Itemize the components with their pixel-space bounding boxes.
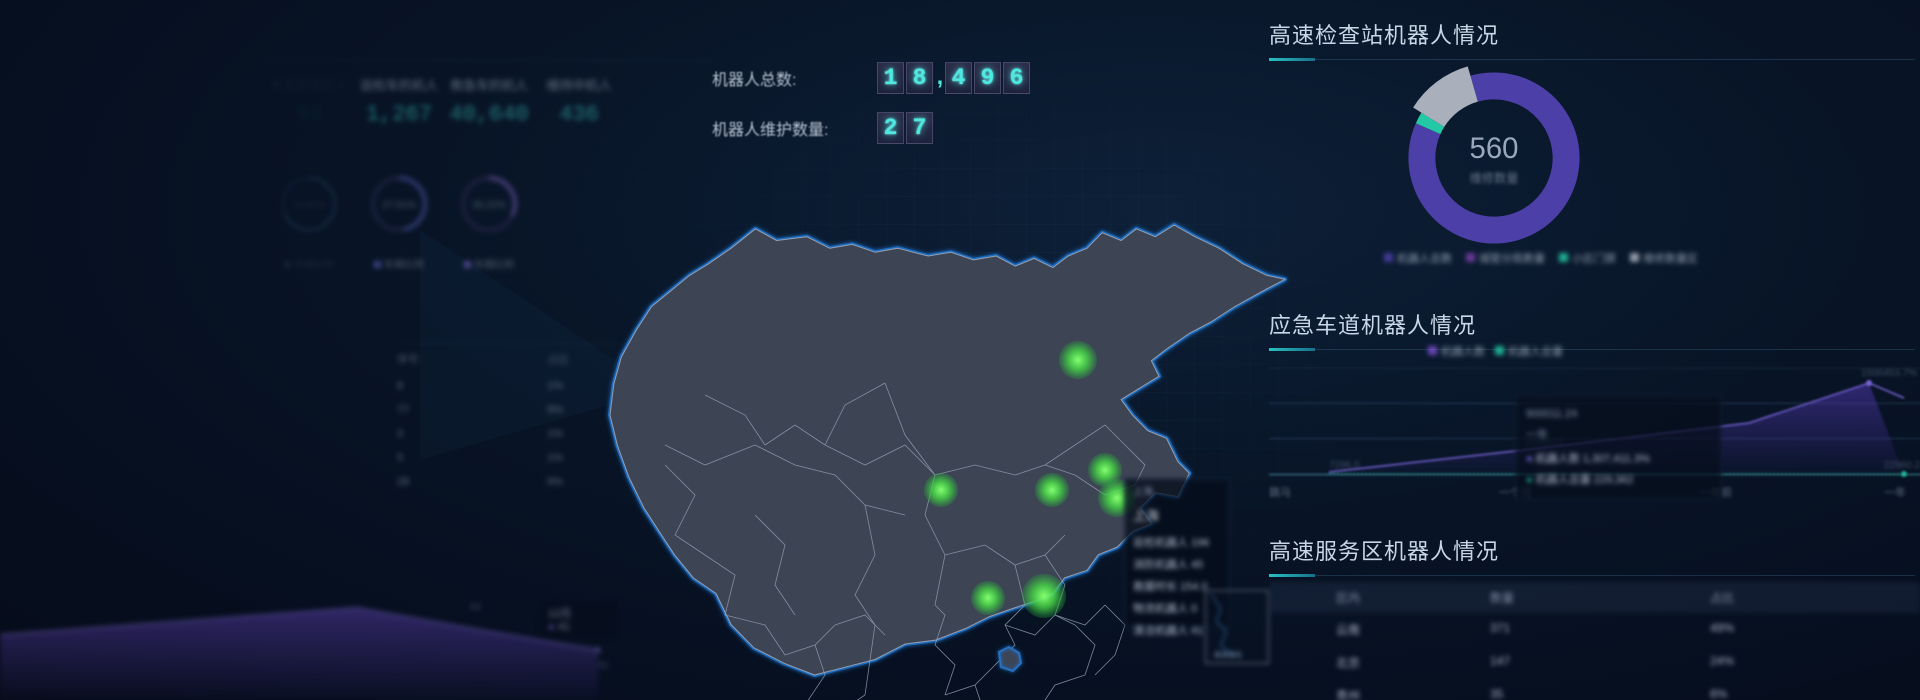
svg-text:一年: 一年 [1884,485,1906,499]
svg-text:南海诸岛: 南海诸岛 [1214,650,1242,659]
svg-text:41: 41 [598,660,610,671]
svg-text:27.51%: 27.51% [382,200,416,211]
svg-text:维修数量: 维修数量 [1470,170,1519,185]
svg-text:7296.0: 7296.0 [1329,460,1360,471]
svg-text:22960.2: 22960.2 [1884,460,1920,471]
svg-text:1500453.7%: 1500453.7% [1861,368,1917,379]
svg-text:14.92%: 14.92% [292,200,326,211]
svg-text:跳马: 跳马 [1269,485,1291,499]
svg-text:39.22%: 39.22% [472,200,506,211]
svg-text:63: 63 [470,602,482,613]
svg-text:560: 560 [1470,132,1519,165]
